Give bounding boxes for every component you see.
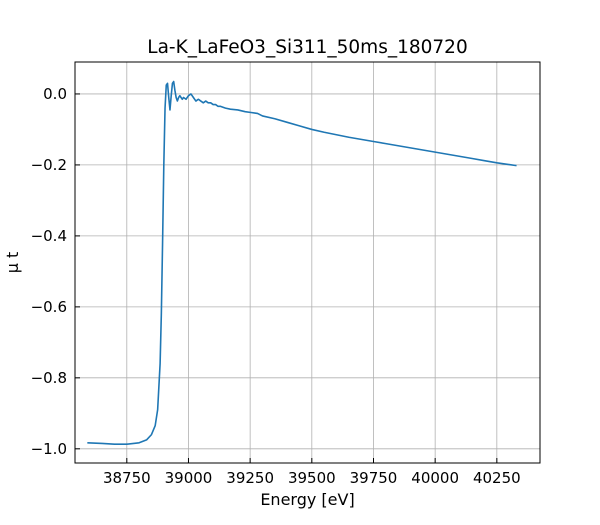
- x-tick-label: 39750: [350, 469, 398, 487]
- x-axis-label: Energy [eV]: [260, 490, 354, 509]
- y-axis-label: μ t: [3, 252, 22, 274]
- x-tick-label: 39250: [226, 469, 274, 487]
- x-tick-label: 38750: [103, 469, 151, 487]
- y-tick-label: −0.8: [31, 369, 67, 387]
- y-tick-label: −0.2: [31, 156, 67, 174]
- chart-title: La-K_LaFeO3_Si311_50ms_180720: [147, 37, 467, 58]
- x-tick-label: 40250: [473, 469, 521, 487]
- y-tick-label: 0.0: [43, 85, 67, 103]
- plot-frame: [74, 61, 541, 464]
- x-tick-label: 39000: [165, 469, 213, 487]
- series-layer: [87, 80, 517, 445]
- grid: [75, 62, 540, 463]
- y-tick-label: −0.6: [31, 298, 67, 316]
- ticks: 38750 39000 39250 39500 39750 40000 40250 0.0 −0…: [31, 85, 521, 487]
- y-tick-label: −0.4: [31, 227, 67, 245]
- x-tick-label: 40000: [411, 469, 459, 487]
- series-line-0: [87, 80, 517, 445]
- y-tick-label: −1.0: [31, 440, 67, 458]
- x-tick-label: 39500: [288, 469, 336, 487]
